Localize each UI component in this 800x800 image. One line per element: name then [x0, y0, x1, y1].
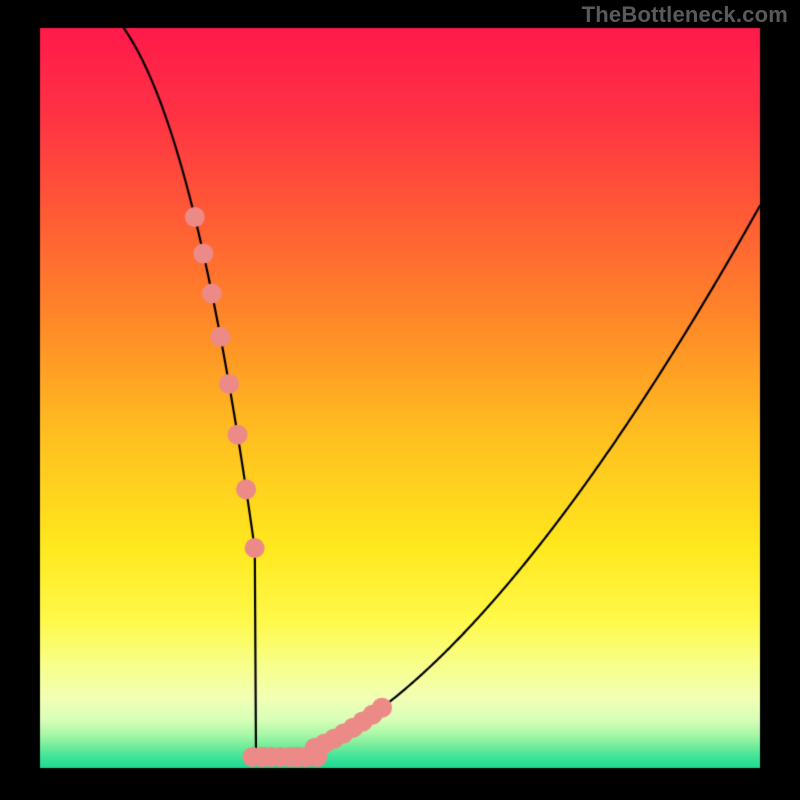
chart-container: TheBottleneck.com	[0, 0, 800, 800]
bottleneck-curve-chart	[0, 0, 800, 800]
watermark-text: TheBottleneck.com	[582, 2, 788, 28]
